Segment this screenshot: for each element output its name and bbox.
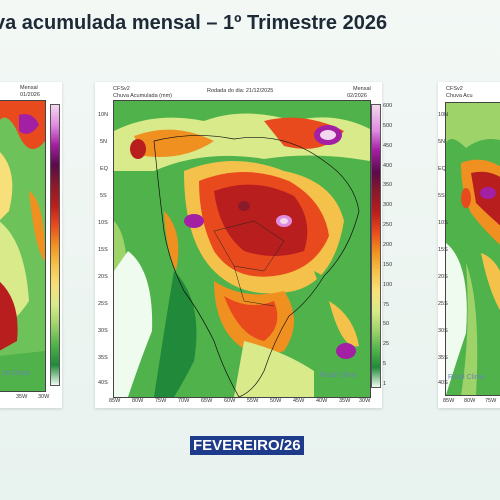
lon-tick: 70W (178, 398, 190, 404)
colorbar-tick: 600 (383, 103, 393, 109)
lon-tick: 85W (109, 398, 121, 404)
lat-tick: 30S (438, 328, 448, 334)
lat-tick: 35S (98, 355, 108, 361)
lon-tick: 65W (201, 398, 213, 404)
rainfall-map (113, 100, 371, 398)
colorbar-tick: 500 (383, 122, 393, 129)
colorbar-tick: 350 (383, 182, 393, 189)
lat-tick: EQ (438, 166, 446, 172)
colorbar-tick: 250 (383, 222, 393, 229)
lat-tick: 10S (438, 220, 448, 226)
lon-tick: 60W (224, 398, 236, 404)
colorbar-tick: 300 (383, 202, 393, 209)
month-label: FEVEREIRO/26 (190, 436, 304, 455)
colorbar-tick: 25 (383, 341, 390, 348)
lon-tick: 75W (485, 398, 497, 404)
panel-date: 01/2026 (20, 92, 40, 98)
model-label: CFSv2 (113, 86, 130, 92)
variable-label: Chuva Acu (446, 93, 473, 99)
panel-label: Mensal (20, 85, 38, 91)
lon-tick: 45W (293, 398, 305, 404)
lat-tick: 40S (438, 380, 448, 386)
rainfall-map (0, 100, 46, 392)
lon-tick: 35W (339, 398, 351, 404)
colorbar-tick: 400 (383, 162, 393, 169)
lat-tick: 20S (98, 274, 108, 280)
lon-tick: 85W (443, 398, 455, 404)
colorbar-tick: 1 (383, 381, 387, 387)
lat-tick: 40S (98, 380, 108, 386)
lat-tick: 25S (98, 301, 108, 307)
map-panel-february: CFSv2 Chuva Acumulada (mm) Rodada do dia… (95, 82, 392, 408)
lat-tick: 10N (438, 112, 449, 118)
lat-tick: 5S (438, 193, 445, 199)
lon-tick: 40W (316, 398, 328, 404)
lon-tick: 50W (270, 398, 282, 404)
lon-tick: 80W (464, 398, 476, 404)
run-date: Rodada do dia: 21/12/2025 (207, 88, 274, 94)
panel-label: Mensal (353, 86, 371, 92)
colorbar-tick: 50 (383, 321, 390, 328)
lon-tick: 30W (38, 394, 50, 400)
colorbar-tick: 100 (383, 281, 393, 288)
lon-tick: 80W (132, 398, 144, 404)
lat-tick: 30S (98, 328, 108, 334)
lon-tick: 35W (16, 394, 28, 400)
colorbar-tick: 75 (383, 301, 390, 308)
map-panel-january: Mensal 01/2026 35W 30W ral Clima (0, 82, 62, 408)
lat-tick: 15S (98, 247, 108, 253)
lat-tick: 20S (438, 274, 448, 280)
watermark: Rural Clima (320, 372, 357, 379)
colorbar-tick: 450 (383, 142, 393, 149)
map-panel-march: CFSv2 Chuva Acu 10N 5N EQ 5S 10S 15S 20S… (438, 82, 500, 408)
lat-tick: 15S (438, 247, 448, 253)
page-title: va acumulada mensal – 1º Trimestre 2026 (0, 12, 388, 34)
colorbar-tick: 200 (383, 242, 393, 248)
lat-tick: 25S (438, 301, 448, 307)
lat-tick: EQ (100, 166, 108, 172)
colorbar (50, 104, 60, 386)
watermark: Rural Clima (448, 374, 485, 381)
lat-tick: 5S (100, 193, 107, 199)
variable-label: Chuva Acumulada (mm) (113, 93, 172, 99)
lon-tick: 55W (247, 398, 259, 404)
colorbar-tick: 150 (383, 261, 393, 268)
colorbar (371, 104, 381, 388)
panel-date: 02/2026 (347, 93, 367, 99)
lat-tick: 10S (98, 220, 108, 226)
lat-tick: 10N (98, 112, 109, 118)
lat-tick: 5N (100, 139, 108, 145)
watermark: ral Clima (2, 370, 30, 377)
lon-tick: 30W (359, 398, 371, 404)
lat-tick: 5N (438, 139, 446, 145)
colorbar-tick: 5 (383, 361, 387, 368)
lat-tick: 35S (438, 355, 448, 361)
model-label: CFSv2 (446, 86, 463, 92)
lon-tick: 75W (155, 398, 167, 404)
rainfall-map (445, 102, 500, 396)
